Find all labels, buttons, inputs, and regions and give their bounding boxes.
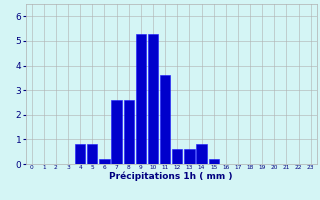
Bar — [111, 100, 122, 164]
Bar — [136, 34, 146, 164]
Bar — [99, 159, 110, 164]
Bar — [148, 34, 158, 164]
Bar — [87, 144, 98, 164]
Bar — [124, 100, 134, 164]
Bar — [75, 144, 85, 164]
Bar — [184, 149, 195, 164]
X-axis label: Précipitations 1h ( mm ): Précipitations 1h ( mm ) — [109, 171, 233, 181]
Bar — [172, 149, 182, 164]
Bar — [196, 144, 207, 164]
Bar — [160, 75, 170, 164]
Bar — [209, 159, 219, 164]
